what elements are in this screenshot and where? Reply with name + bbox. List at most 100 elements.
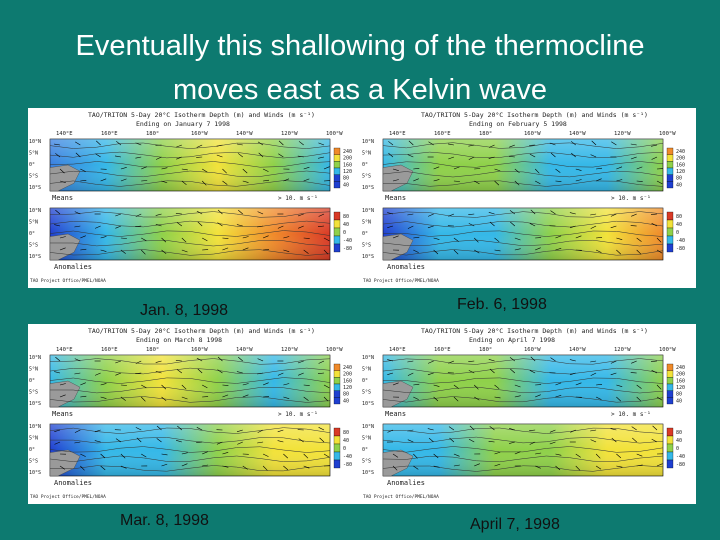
lon-tick: 160°E [101,347,118,353]
lon-tick: 180° [146,347,159,353]
lat-tick: 5°S [29,243,38,249]
isotherm-map-svg: TAO/TRITON 5-Day 20°C Isotherm Depth (m)… [29,111,352,284]
caption-jan: Jan. 8, 1998 [140,302,229,319]
lat-tick: 0° [362,231,368,237]
lon-tick: 180° [479,131,492,137]
map-header: TAO/TRITON 5-Day 20°C Isotherm Depth (m)… [88,327,315,335]
means-legend-label: 120 [676,385,685,391]
lat-tick: 5°S [362,459,371,465]
isotherm-map-svg: TAO/TRITON 5-Day 20°C Isotherm Depth (m)… [362,327,685,500]
lon-tick: 140°E [389,131,406,137]
means-legend-label: 200 [676,156,685,162]
lat-tick: 5°S [362,174,371,180]
means-legend-label: 200 [343,372,352,378]
means-label: Means [385,410,406,418]
lat-tick: 5°S [29,174,38,180]
lat-tick: 10°S [29,470,41,476]
lon-tick: 160°E [434,131,451,137]
scale-label: > 10. m s⁻¹ [611,195,651,202]
lat-tick: 0° [29,162,35,168]
anom-legend-label: -40 [343,238,352,244]
means-legend-label: 160 [676,162,685,168]
lon-tick: 120°W [614,131,631,137]
means-legend-label: 240 [343,149,352,155]
map-ending: Ending on February 5 1998 [469,120,567,128]
means-legend-label: 120 [676,169,685,175]
anom-legend-label: -80 [343,246,352,252]
lat-tick: 5°N [29,367,38,373]
map-panel-apr: TAO/TRITON 5-Day 20°C Isotherm Depth (m)… [361,324,696,504]
lon-tick: 160°W [524,347,541,353]
means-legend-label: 120 [343,169,352,175]
lat-tick: 5°S [362,243,371,249]
means-legend-label: 160 [343,378,352,384]
map-ending: Ending on March 8 1998 [136,336,222,344]
means-legend-label: 80 [343,176,349,182]
anomalies-label: Anomalies [54,263,92,271]
lon-tick: 160°W [191,347,208,353]
means-legend-label: 80 [676,176,682,182]
lat-tick: 5°N [362,151,371,157]
lat-tick: 10°N [362,355,374,361]
lon-tick: 160°W [191,131,208,137]
anom-legend-label: -40 [676,454,685,460]
anomalies-label: Anomalies [54,479,92,487]
anomalies-label: Anomalies [387,479,425,487]
lat-tick: 5°S [29,459,38,465]
lat-tick: 0° [362,162,368,168]
anom-legend-label: 80 [343,430,349,436]
means-legend-label: 200 [343,156,352,162]
lon-tick: 120°W [281,131,298,137]
means-label: Means [385,194,406,202]
means-legend-label: 240 [343,365,352,371]
anom-legend-label: 40 [676,438,682,444]
caption-mar: Mar. 8, 1998 [120,512,209,529]
credit-label: TAO Project Office/PMEL/NOAA [30,494,106,500]
lon-tick: 120°W [614,347,631,353]
map-header: TAO/TRITON 5-Day 20°C Isotherm Depth (m)… [421,111,648,119]
anom-legend-label: -40 [676,238,685,244]
credit-label: TAO Project Office/PMEL/NOAA [30,278,106,284]
isotherm-map-svg: TAO/TRITON 5-Day 20°C Isotherm Depth (m)… [29,327,352,500]
lon-tick: 140°W [569,347,586,353]
map-ending: Ending on January 7 1998 [136,120,230,128]
means-label: Means [52,410,73,418]
lon-tick: 100°W [659,131,676,137]
lat-tick: 5°N [362,367,371,373]
anom-legend-label: 80 [676,430,682,436]
map-header: TAO/TRITON 5-Day 20°C Isotherm Depth (m)… [421,327,648,335]
lat-tick: 10°N [362,424,374,430]
means-legend-label: 40 [343,398,349,404]
map-ending: Ending on April 7 1998 [469,336,555,344]
slide-title: Eventually this shallowing of the thermo… [0,24,720,112]
means-legend-label: 240 [676,149,685,155]
lat-tick: 10°N [29,208,41,214]
lon-tick: 140°E [389,347,406,353]
lat-tick: 10°N [29,424,41,430]
lon-tick: 120°W [281,347,298,353]
isotherm-map-svg: TAO/TRITON 5-Day 20°C Isotherm Depth (m)… [362,111,685,284]
anom-legend-label: 0 [676,446,679,452]
lat-tick: 5°N [362,220,371,226]
title-line-2: moves east as a Kelvin wave [173,74,547,106]
means-legend-label: 200 [676,372,685,378]
lat-tick: 0° [29,378,35,384]
lon-tick: 100°W [326,131,343,137]
means-legend-label: 160 [676,378,685,384]
lat-tick: 10°N [29,139,41,145]
lat-tick: 10°S [362,470,374,476]
lon-tick: 140°W [236,131,253,137]
means-legend-label: 240 [676,365,685,371]
means-legend-label: 40 [676,398,682,404]
lat-tick: 0° [362,378,368,384]
anom-legend-label: 80 [343,214,349,220]
lat-tick: 10°N [362,208,374,214]
title-line-1: Eventually this shallowing of the thermo… [75,30,645,62]
lat-tick: 10°N [29,355,41,361]
scale-label: > 10. m s⁻¹ [611,411,651,418]
anom-legend-label: 40 [676,222,682,228]
means-legend-label: 120 [343,385,352,391]
lat-tick: 5°S [362,390,371,396]
means-legend-label: 40 [343,182,349,188]
lon-tick: 160°E [434,347,451,353]
